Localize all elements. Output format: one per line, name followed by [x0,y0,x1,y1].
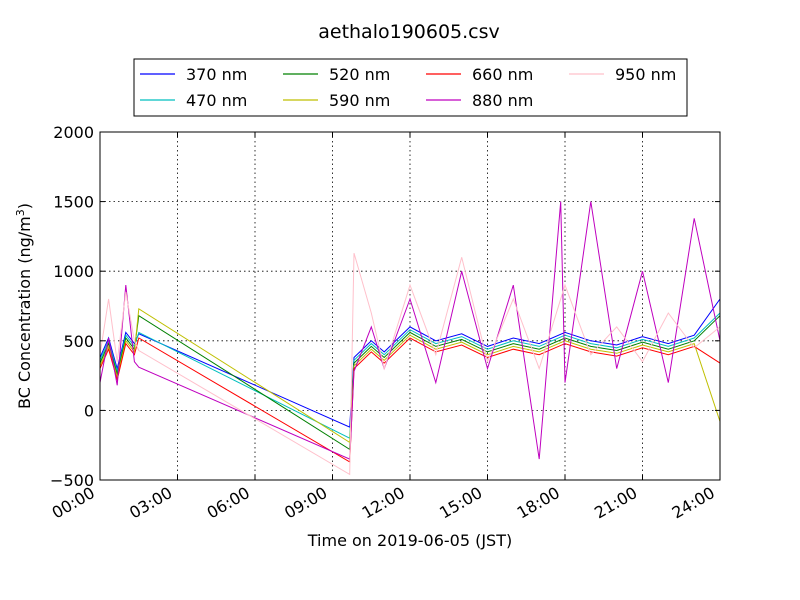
y-tick-label: 0 [84,401,94,420]
series-line-470-nm [99,312,721,439]
legend-box [133,58,688,117]
legend-label: 880 nm [472,91,533,110]
y-axis-label-end: ) [15,203,34,209]
series-line-880-nm [99,201,721,460]
legend-label: 950 nm [615,65,676,84]
series-line-590-nm [99,307,721,444]
legend-label: 520 nm [329,65,390,84]
series-line-950-nm [99,252,721,476]
y-axis-label: BC Concentration (ng/m3) [14,203,35,409]
y-tick-label: 2000 [53,123,94,142]
legend-label: 660 nm [472,65,533,84]
series-line-520-nm [99,314,721,451]
legend-label: 370 nm [186,65,247,84]
series-group [99,201,721,476]
x-axis-label: Time on 2019-06-05 (JST) [307,531,512,550]
y-axis-label-sup: 3 [14,209,27,216]
legend-label: 470 nm [186,91,247,110]
legend-label: 590 nm [329,91,390,110]
legend: 370 nm 470 nm 520 nm 590 nm 660 nm 880 nm 950 … [133,58,688,117]
series-line-660-nm [99,337,721,463]
y-tick-label: 1000 [53,262,94,281]
y-axis-label-main: BC Concentration (ng/m [15,216,34,409]
chart-title: aethalo190605.csv [318,21,500,43]
y-tick-label: 500 [63,332,94,351]
y-tick-label: 1500 [53,193,94,212]
y-tick-label: −500 [50,471,94,490]
